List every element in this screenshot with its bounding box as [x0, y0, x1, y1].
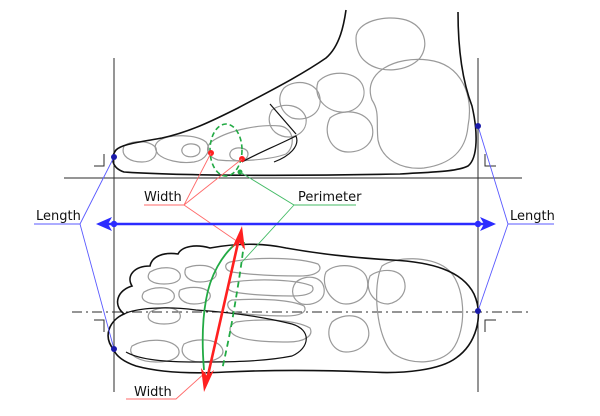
perimeter-curve-top-dashed	[221, 241, 245, 371]
side-view-ankle-line	[269, 103, 297, 135]
calcaneus-bone	[369, 58, 471, 169]
length-tick-left	[110, 220, 118, 228]
navicular-bone-top	[328, 315, 370, 353]
toe-bone-3a	[147, 307, 181, 325]
cuneiform-bone-top	[292, 276, 325, 305]
top-view-outline	[107, 243, 480, 374]
foot-top-view	[107, 241, 480, 374]
width-label-bottom: Width	[134, 385, 172, 400]
width-arrowhead-bottom	[201, 368, 214, 392]
metatarsal-bone-4	[229, 319, 312, 343]
left-top-bracket	[94, 154, 105, 167]
talus-bone	[355, 17, 426, 71]
toe-segment-bone	[181, 143, 201, 158]
perimeter-ellipse-side	[209, 123, 243, 177]
toe-bone-4a	[130, 339, 180, 363]
side-view-bones	[122, 17, 471, 169]
width-label-side: Width	[144, 190, 182, 205]
length-arrowhead-right	[480, 217, 496, 231]
width-dimension-line	[204, 233, 242, 385]
cuboid-bone-top	[323, 265, 369, 305]
width-arrowhead-top	[232, 226, 245, 250]
cuboid-bone	[326, 111, 374, 153]
perimeter-curve-top-solid	[201, 241, 239, 371]
length-leader-right	[477, 125, 554, 312]
heel-point-side	[475, 123, 481, 129]
leader-lines	[34, 125, 554, 400]
toe-tip-point-top	[111, 346, 117, 352]
top-view-big-toe-outline	[123, 307, 307, 363]
side-view-sole-detail	[241, 135, 298, 163]
width-leader-bottom	[126, 371, 207, 400]
calcaneus-bone-top	[376, 258, 464, 363]
right-bottom-bracket	[484, 319, 496, 332]
talus-bone-top	[367, 269, 406, 305]
length-tick-right	[474, 220, 482, 228]
width-dimension	[201, 226, 245, 392]
cuneiform-bone	[279, 81, 321, 120]
top-view-bones	[130, 257, 464, 363]
perimeter-leader	[239, 171, 356, 263]
right-top-bracket	[484, 154, 496, 167]
side-view-outline	[111, 9, 477, 177]
metatarsal-bone-3	[227, 298, 306, 317]
length-label-left: Length	[36, 209, 81, 224]
toe-tip-point-side	[111, 154, 117, 160]
length-leader-left	[34, 156, 115, 350]
foot-side-view	[111, 9, 477, 177]
sesamoid-bone	[229, 147, 249, 162]
toe-bone-1a	[147, 267, 181, 285]
length-label-right: Length	[510, 209, 555, 224]
heel-point-top	[475, 308, 481, 314]
navicular-bone	[316, 72, 365, 113]
proximal-phalanx-bone	[154, 135, 209, 164]
toe-bone-2a	[141, 287, 175, 305]
length-arrowhead-left	[96, 217, 112, 231]
toe-bone-4b	[181, 339, 224, 363]
length-dimension	[96, 123, 496, 352]
metatarsal-bone-1	[225, 257, 321, 277]
first-metatarsal-bone	[207, 125, 293, 162]
metatarsal-bone-2	[227, 279, 314, 297]
left-bottom-bracket	[94, 319, 105, 332]
perimeter-label: Perimeter	[298, 190, 362, 205]
labels: Width Perimeter Length Length Width	[36, 190, 555, 400]
